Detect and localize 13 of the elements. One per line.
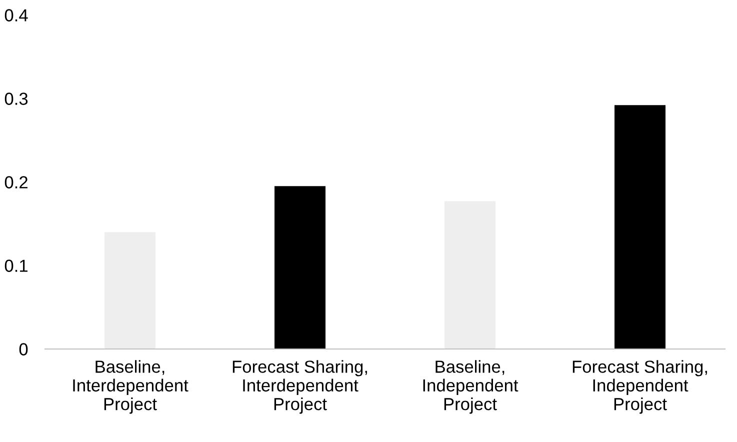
x-tick-label: Forecast Sharing, Interdependent Project (232, 360, 367, 414)
y-tick-label: 0.1 (4, 260, 28, 272)
bar (274, 186, 326, 349)
x-tick-label: Baseline, Independent Project (423, 360, 518, 414)
x-tick-label: Forecast Sharing, Independent Project (572, 360, 707, 414)
y-tick-label: 0.3 (4, 92, 28, 105)
y-tick-label: 0.4 (4, 9, 28, 22)
bar (104, 232, 156, 349)
x-tick-label: Baseline, Interdependent Project (73, 360, 188, 414)
bar (614, 105, 666, 349)
bar (444, 201, 496, 349)
y-tick-label: 0 (19, 343, 28, 356)
y-tick-label: 0.2 (4, 176, 28, 188)
